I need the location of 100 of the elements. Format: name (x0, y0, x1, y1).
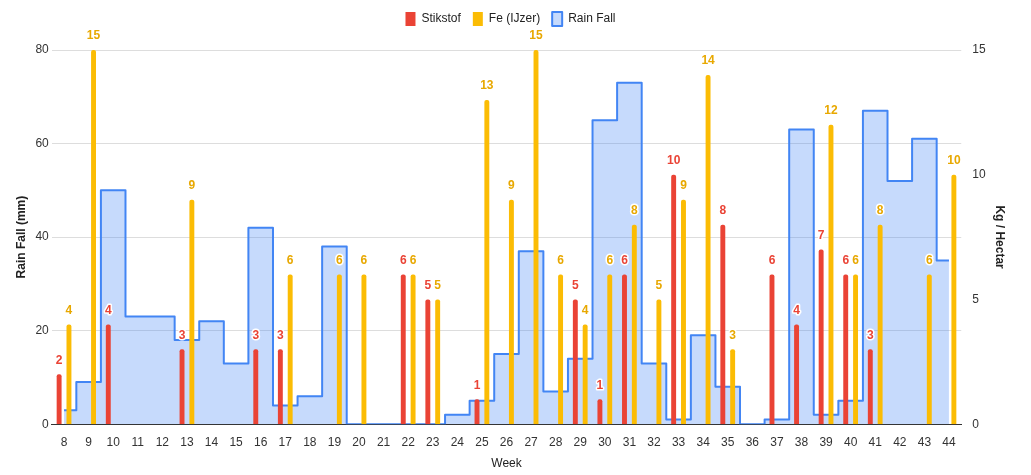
bar (867, 349, 873, 425)
bar (843, 274, 849, 425)
data-label: 6 (557, 252, 565, 267)
x-tick-label: 15 (229, 434, 244, 449)
x-tick-label: 13 (180, 434, 194, 449)
data-label: 6 (842, 252, 850, 267)
bar (951, 174, 957, 425)
bar (425, 299, 431, 425)
bar (926, 274, 932, 425)
data-label: 4 (581, 302, 589, 317)
bar (189, 199, 195, 425)
data-label: 3 (729, 327, 737, 342)
data-label: 15 (529, 28, 543, 43)
x-tick-label: 21 (376, 434, 391, 449)
x-tick-label: 9 (85, 434, 93, 449)
bar (853, 274, 859, 425)
x-tick-label: 25 (475, 434, 489, 449)
bar (91, 50, 96, 425)
data-label: 6 (286, 252, 294, 267)
data-label: 6 (360, 252, 368, 267)
x-tick-label: 28 (548, 434, 563, 449)
x-tick-label: 27 (524, 434, 539, 449)
x-tick-label: 32 (647, 434, 661, 449)
x-tick-label: 19 (327, 434, 342, 449)
bar (558, 274, 564, 425)
y-tick-label: 20 (35, 322, 50, 337)
x-tick-label: 40 (843, 434, 858, 449)
x-tick-label: 14 (204, 434, 219, 449)
y-tick-label: 40 (35, 229, 50, 244)
data-label: 3 (866, 327, 874, 342)
data-label: 5 (571, 277, 579, 292)
bar (877, 224, 883, 425)
bar (400, 274, 406, 425)
x-tick-label: 31 (622, 434, 637, 449)
bar (253, 349, 259, 425)
x-tick-label: 30 (598, 434, 612, 449)
data-label: 6 (621, 252, 629, 267)
bar (656, 299, 662, 425)
data-label: 15 (86, 28, 101, 43)
data-label: 12 (824, 103, 838, 118)
bar (720, 224, 726, 425)
bar (66, 324, 72, 425)
y-tick-label: 0 (42, 416, 50, 431)
data-label: 9 (508, 177, 516, 192)
bar (277, 349, 283, 425)
x-tick-label: 41 (868, 434, 883, 449)
data-label: 8 (719, 202, 727, 217)
x-tick-label: 18 (303, 434, 317, 449)
bar (582, 324, 588, 425)
data-label: 3 (178, 327, 186, 342)
x-tick-label: 43 (917, 434, 932, 449)
x-tick-label: 10 (106, 434, 121, 449)
bar (818, 249, 824, 425)
x-tick-label: 36 (745, 434, 760, 449)
data-label: 6 (409, 252, 417, 267)
data-label: 4 (793, 302, 801, 317)
bar (607, 274, 613, 425)
data-label: 4 (65, 302, 73, 317)
x-tick-label: 42 (893, 434, 907, 449)
x-tick-label: 39 (819, 434, 834, 449)
x-tick-label: 44 (942, 434, 956, 449)
y2-tick-label: 15 (972, 42, 986, 57)
legend-label: Stikstof (421, 11, 462, 26)
x-tick-label: 23 (426, 434, 440, 449)
bar (361, 274, 367, 425)
y2-tick-label: 5 (972, 291, 980, 306)
x-tick-label: 16 (254, 434, 268, 449)
x-axis-title: Week (491, 456, 523, 471)
bar (287, 274, 293, 425)
x-tick-label: 17 (278, 434, 293, 449)
bar (572, 299, 578, 425)
legend-label: Rain Fall (568, 11, 616, 26)
y-tick-label: 80 (35, 42, 50, 57)
data-label: 6 (852, 252, 860, 267)
x-tick-label: 11 (131, 434, 145, 449)
y-tick-label: 60 (35, 135, 50, 150)
bar (622, 274, 627, 425)
data-label: 6 (399, 252, 407, 267)
x-tick-label: 37 (770, 434, 784, 449)
bar (56, 374, 62, 425)
y2-axis-title: Kg / Hectar (993, 205, 1008, 270)
x-tick-label: 24 (450, 434, 465, 449)
data-label: 3 (277, 327, 285, 342)
data-label: 1 (596, 377, 604, 392)
data-label: 4 (104, 302, 112, 317)
data-label: 3 (252, 327, 260, 342)
bar (336, 274, 342, 425)
data-label: 1 (473, 377, 481, 392)
bar (597, 399, 603, 425)
bar (484, 99, 490, 425)
bar (730, 349, 736, 425)
data-label: 6 (768, 252, 776, 267)
data-label: 10 (666, 153, 681, 168)
data-label: 7 (817, 227, 825, 242)
data-label: 10 (947, 153, 961, 168)
x-tick-label: 8 (60, 434, 68, 449)
y2-tick-label: 0 (972, 416, 980, 431)
x-tick-label: 20 (352, 434, 367, 449)
bar (705, 74, 711, 425)
data-label: 8 (876, 202, 884, 217)
